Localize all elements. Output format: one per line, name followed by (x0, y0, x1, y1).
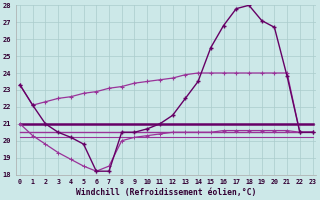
X-axis label: Windchill (Refroidissement éolien,°C): Windchill (Refroidissement éolien,°C) (76, 188, 256, 197)
